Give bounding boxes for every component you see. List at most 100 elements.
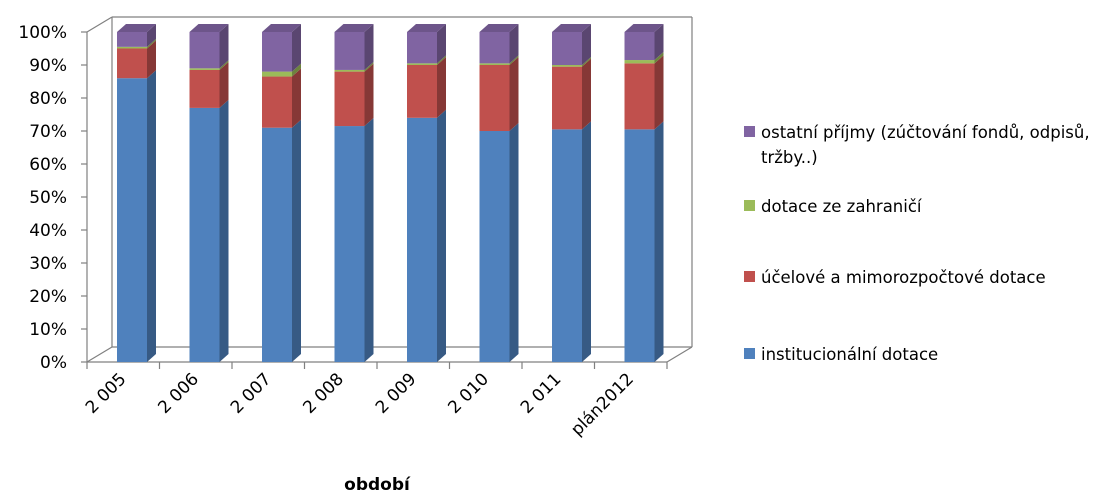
bar-top [552,24,591,32]
bar-segment-side [582,24,591,65]
bar-top [334,24,374,32]
bar-segment [117,46,147,49]
bar-segment [189,32,220,69]
bar-segment-side [437,57,446,118]
bar-segment [407,117,437,362]
bar-segment [407,63,437,65]
bar-segment [479,63,510,65]
bar-stack [117,24,156,362]
bar-segment [189,68,220,70]
bar-segment [189,69,220,108]
bar-segment-side [654,24,664,61]
bar-segment [479,32,510,64]
bars [117,24,664,363]
bar-segment-side [292,24,301,72]
bar-top [624,24,664,32]
bar-segment [479,65,510,131]
bar-segment [624,63,655,130]
bar-top [407,24,446,32]
bar-segment-side [582,57,591,67]
bar-segment [262,127,292,362]
bar-segment-side [364,118,374,362]
bar-stack [479,24,519,362]
y-tick-label: 90% [29,56,67,76]
legend-swatch-red [744,271,755,282]
legend-label: institucionální dotace [761,345,939,364]
x-axis-ticks: 2 005 2 006 2 007 2 008 2 009 2 010 2 011 plán2… [82,362,668,440]
bar-top [189,24,229,32]
x-tick-label: 2 008 [299,369,348,418]
bar-stack [624,24,664,362]
bar-segment [624,60,655,64]
bar-segment [117,48,147,79]
bar-segment-side [509,123,519,362]
bar-segment [334,126,365,362]
y-tick-label: 30% [29,254,67,274]
bar-segment [334,71,365,127]
x-tick-label: plán2012 [567,369,638,440]
x-tick-label: 2 006 [154,369,203,418]
bar-segment-side [654,55,664,130]
bar-segment [552,65,582,67]
bar-top [117,24,156,32]
bar-segment [407,32,437,64]
bar-segment [189,107,220,363]
bar-segment [552,32,582,65]
bar-segment-side [437,24,446,64]
bar-segment [552,129,582,362]
bar-segment-side [219,24,229,69]
bar-segment-side [654,52,664,64]
legend-item-institutional-grants: institucionální dotace [744,342,1104,367]
x-tick-label: 2 005 [82,369,131,418]
bar-segment-side [364,63,374,127]
bar-segment [552,66,582,130]
bar-segment-side [147,38,156,49]
bar-top [262,24,301,32]
bar-segment-side [292,119,301,362]
bar-segment-side [654,121,664,362]
y-tick-label: 60% [29,155,67,175]
bar-segment-side [509,57,519,131]
legend-swatch-green [744,200,755,211]
bar-stack [262,24,301,362]
legend-item-other-income: ostatní příjmy (zúčtování fondů, odpisů,… [744,120,1104,170]
bar-stack [189,24,229,363]
bar-stack [334,24,374,362]
bar-segment-side [437,55,446,65]
legend-item-targeted-grants: účelové a mimorozpočtové dotace [744,265,1104,290]
bar-top [479,24,519,32]
bar-segment [334,69,365,72]
chart-walls [86,16,693,363]
y-tick-label: 10% [29,320,67,340]
bar-segment [334,32,365,70]
y-tick-label: 80% [29,89,67,109]
bar-segment-side [219,61,229,108]
bar-segment-side [292,68,301,128]
bar-segment-side [219,60,229,70]
bar-segment [479,131,510,362]
bar-segment-side [364,61,374,72]
bar-segment-side [292,63,301,77]
y-tick-label: 0% [40,353,67,373]
bar-segment [624,32,655,61]
y-tick-label: 50% [29,188,67,208]
legend-swatch-purple [744,126,755,137]
y-tick-label: 20% [29,287,67,307]
legend-label: účelové a mimorozpočtové dotace [761,268,1046,287]
bar-stack [407,24,446,362]
y-axis-ticks: 0% 10% 20% 30% 40% 50% 60% 70% 80% 90% 100% [18,23,87,373]
bar-segment [262,76,292,128]
x-tick-label: 2 009 [372,369,421,418]
bar-segment [117,78,147,362]
bar-segment-side [582,121,591,362]
x-tick-label: 2 007 [227,369,276,418]
bar-segment-side [147,24,156,47]
legend-item-foreign-grants: dotace ze zahraničí [744,194,1104,219]
bar-segment-side [509,24,519,64]
bar-segment [262,71,292,77]
bar-segment [407,65,437,118]
bar-segment [624,129,655,362]
bar-segment-side [437,109,446,362]
legend-label: ostatní příjmy (zúčtování fondů, odpisů,… [761,123,1090,167]
